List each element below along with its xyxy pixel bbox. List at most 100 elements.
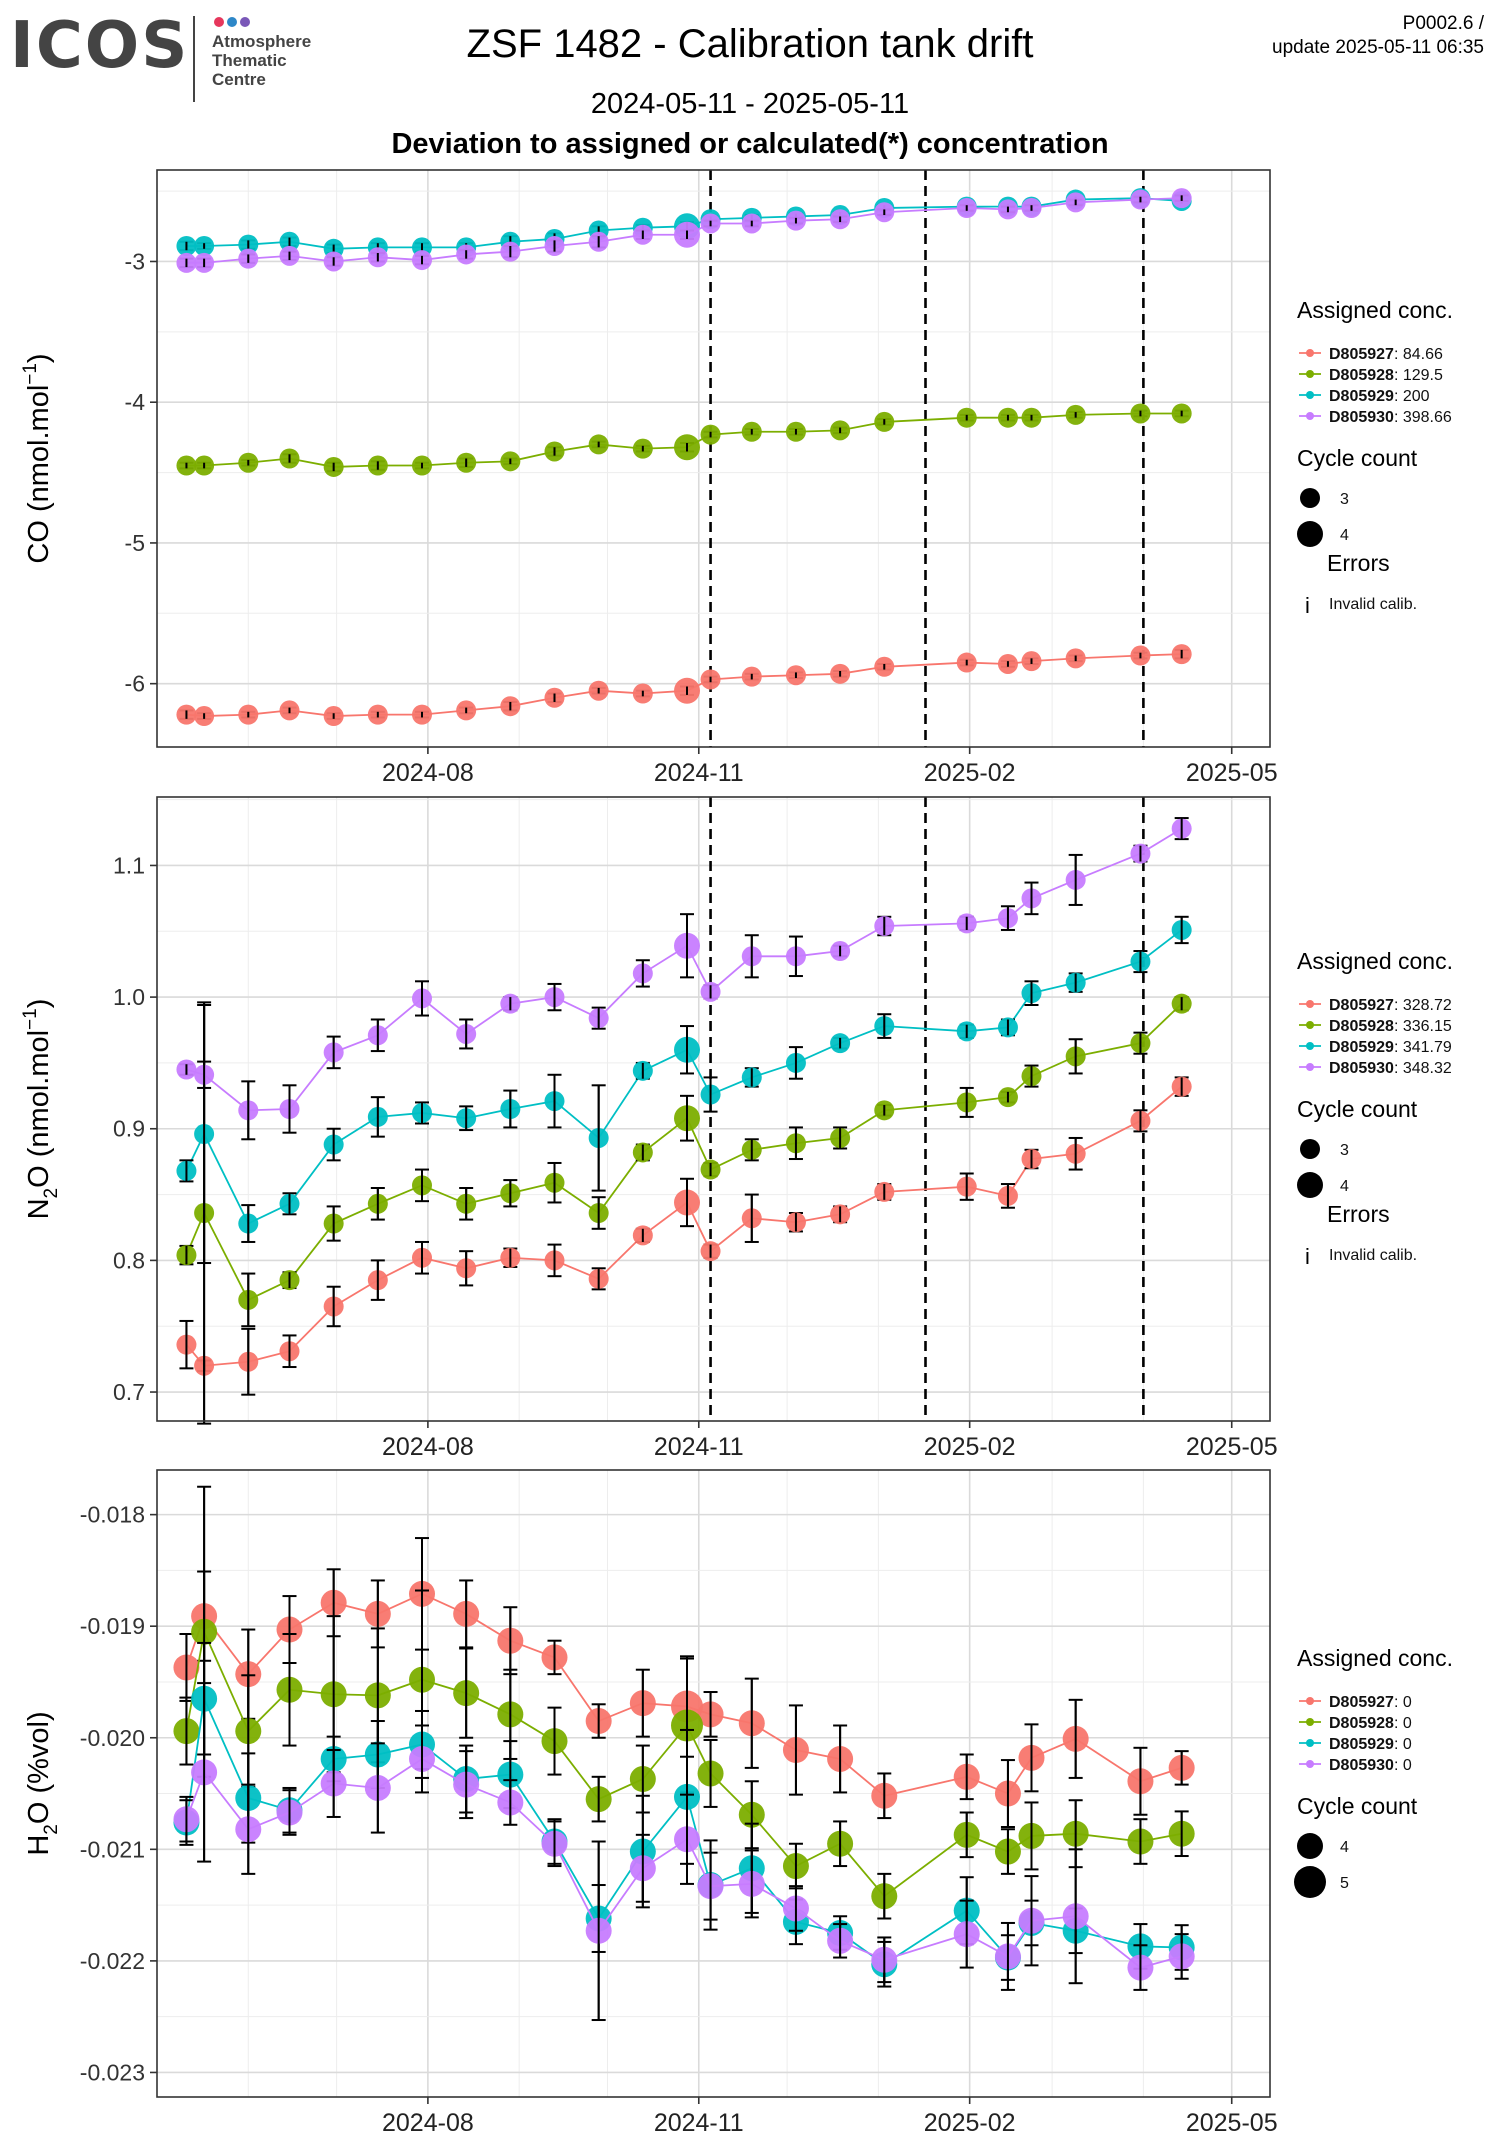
legend-label-D805929: D805929: 341.79 (1329, 1039, 1452, 1056)
y-axis-title-part: O (nmol.mol (23, 1030, 55, 1188)
x-tick-label: 2024-08 (382, 2109, 474, 2137)
y-axis-title-part: 2 (41, 1188, 62, 1199)
y-axis-title: H2O (%vol) (23, 1711, 62, 1855)
x-tick-label: 2025-05 (1186, 1433, 1278, 1461)
legend-series-value: : 0 (1394, 1757, 1412, 1774)
x-tick-label: 2024-08 (382, 1433, 474, 1461)
y-tick-label: -0.018 (80, 1502, 145, 1528)
chart-subtitle: Deviation to assigned or calculated(*) c… (391, 128, 1109, 160)
logo-dots (214, 14, 253, 27)
x-tick-label: 2025-02 (924, 1433, 1016, 1461)
legend-title: Assigned conc. (1297, 948, 1453, 974)
x-tick-label: 2024-11 (654, 759, 744, 787)
logo-dot-blue (227, 17, 237, 27)
legend-series-value: : 398.66 (1394, 409, 1452, 426)
size-legend-label: 4 (1340, 527, 1349, 544)
size-legend-label: 3 (1340, 1142, 1349, 1159)
size-legend-title: Cycle count (1297, 1793, 1418, 1819)
update-timestamp: update 2025-05-11 06:35 (1272, 37, 1484, 58)
errors-legend-title: Errors (1327, 1201, 1390, 1227)
legend-label-D805930: D805930: 0 (1329, 1757, 1412, 1774)
y-tick-label: -0.023 (80, 2059, 145, 2085)
legend-series-value: : 341.79 (1394, 1039, 1452, 1056)
size-legend-label: 4 (1340, 1178, 1349, 1195)
legend-swatch-point (1306, 1760, 1314, 1768)
x-tick-label: 2025-02 (924, 759, 1016, 787)
legend-label-D805927: D805927: 328.72 (1329, 997, 1452, 1014)
legend-swatch-point (1306, 1042, 1314, 1050)
legend-series-name: D805928 (1329, 367, 1394, 384)
page-title: ZSF 1482 - Calibration tank drift (466, 22, 1034, 66)
legend-swatch-point (1306, 1021, 1314, 1029)
y-axis-title-part: CO (nmol.mol (23, 385, 55, 564)
legend-swatch-point (1306, 1697, 1314, 1705)
panel-n2o: 0.7 0.8 0.9 1.0 1.1 2024-08 2024-11 2025-02 2025… (20, 796, 1278, 1461)
invalid-calib-glyph: i (1305, 1244, 1310, 1269)
errors-legend-label: Invalid calib. (1329, 1247, 1417, 1264)
y-axis-title-part: ) (23, 999, 55, 1009)
legend-label-D805927: D805927: 0 (1329, 1694, 1412, 1711)
y-axis-title: CO (nmol.mol−1) (20, 353, 55, 563)
version-label: P0002.6 / (1402, 13, 1484, 34)
legend-swatch-point (1306, 1063, 1314, 1071)
legend-series-value: : 129.5 (1394, 367, 1443, 384)
date-range: 2024-05-11 - 2025-05-11 (590, 88, 910, 120)
x-tick-label: 2025-05 (1186, 2109, 1278, 2137)
y-tick-label: -0.019 (80, 1613, 145, 1639)
panel-border (156, 169, 1271, 748)
legend-series-value: : 84.66 (1394, 346, 1443, 363)
legend-series-value: : 200 (1394, 388, 1430, 405)
legend-swatch-point (1306, 370, 1314, 378)
legend-swatch-point (1306, 1000, 1314, 1008)
panel-h2o: -0.023 -0.022 -0.021 -0.020 -0.019 -0.018 2024… (23, 1469, 1278, 2137)
errors-legend-title: Errors (1327, 550, 1390, 576)
legend-label-D805930: D805930: 348.32 (1329, 1060, 1452, 1077)
logo-dot-red (214, 17, 224, 27)
y-axis-title: N2O (nmol.mol−1) (20, 999, 62, 1220)
x-tick-label: 2024-11 (654, 1433, 744, 1461)
y-axis-title-part: O (%vol) (23, 1711, 55, 1824)
legend-series-name: D805928 (1329, 1018, 1394, 1035)
size-legend-point (1297, 521, 1323, 547)
legend-label-D805930: D805930: 398.66 (1329, 409, 1452, 426)
size-legend-label: 3 (1340, 491, 1349, 508)
legend-series-name: D805927 (1329, 1694, 1394, 1711)
legend-series-name: D805927 (1329, 997, 1394, 1014)
version-info: P0002.6 / update 2025-05-11 06:35 (1272, 12, 1484, 60)
legend-series-name: D805930 (1329, 1060, 1394, 1077)
legend-n2o: Assigned conc. D805927: 328.72 D805928: 33… (1297, 948, 1453, 1269)
y-tick-label: -0.020 (80, 1725, 145, 1751)
legend-series-value: : 0 (1394, 1736, 1412, 1753)
icos-logo: ICOS (10, 9, 190, 83)
x-tick-label: 2024-08 (382, 759, 474, 787)
y-tick-label: -4 (125, 389, 146, 415)
logo-divider (193, 16, 195, 102)
logo-line-3: Centre (212, 70, 266, 89)
x-tick-label: 2025-02 (924, 2109, 1016, 2137)
y-tick-label: 1.0 (113, 984, 145, 1010)
y-tick-label: -0.022 (80, 1948, 145, 1974)
y-tick-label: 0.9 (113, 1116, 145, 1142)
y-tick-label: 0.8 (113, 1247, 145, 1273)
legend-title: Assigned conc. (1297, 297, 1453, 323)
legend-series-name: D805930 (1329, 409, 1394, 426)
y-axis-title-part: N (23, 1198, 55, 1219)
x-tick-label: 2025-05 (1186, 759, 1278, 787)
size-legend-point (1300, 1139, 1320, 1159)
size-legend-point (1297, 1833, 1323, 1859)
y-tick-label: 0.7 (113, 1379, 145, 1405)
y-tick-label: -5 (125, 530, 145, 556)
y-tick-label: -6 (125, 671, 145, 697)
x-tick-label: 2024-11 (654, 2109, 744, 2137)
header: ICOS Atmosphere Thematic Centre ZSF 1482… (0, 0, 1500, 170)
legend-swatch-point (1306, 1718, 1314, 1726)
size-legend-point (1294, 1866, 1326, 1898)
legend-label-D805928: D805928: 336.15 (1329, 1018, 1452, 1035)
y-axis-title-part: ) (23, 353, 55, 363)
legend-series-value: : 348.32 (1394, 1060, 1452, 1077)
legend-swatch-point (1306, 349, 1314, 357)
legend-label-D805928: D805928: 129.5 (1329, 367, 1443, 384)
panel-border (156, 796, 1271, 1422)
